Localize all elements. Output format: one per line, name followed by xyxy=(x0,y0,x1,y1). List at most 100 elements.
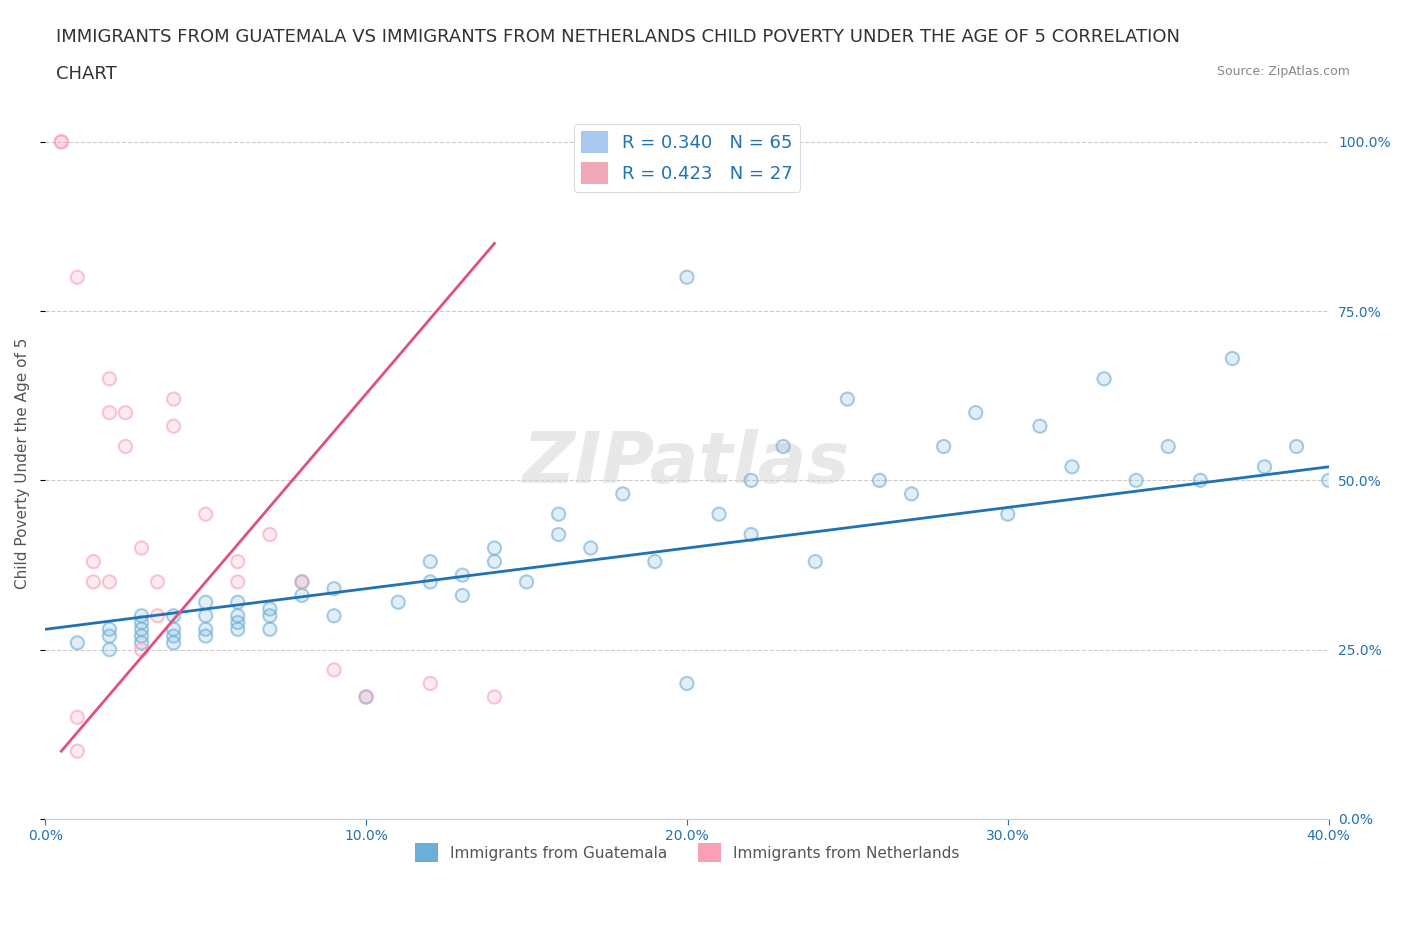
Point xyxy=(98,622,121,637)
Point xyxy=(259,608,281,623)
Point xyxy=(66,635,89,650)
Point xyxy=(932,439,955,454)
Point xyxy=(131,540,153,555)
Point xyxy=(66,270,89,285)
Point xyxy=(131,642,153,657)
Point xyxy=(869,473,891,488)
Point xyxy=(226,608,249,623)
Point xyxy=(66,635,89,650)
Point xyxy=(484,540,506,555)
Point xyxy=(162,418,184,433)
Point xyxy=(194,507,217,522)
Point xyxy=(131,615,153,630)
Point xyxy=(579,540,602,555)
Point xyxy=(419,575,441,590)
Point xyxy=(900,486,922,501)
Point xyxy=(226,615,249,630)
Point xyxy=(740,473,762,488)
Point xyxy=(1029,418,1052,433)
Point xyxy=(291,575,314,590)
Point xyxy=(162,635,184,650)
Point xyxy=(1285,439,1308,454)
Point xyxy=(66,710,89,724)
Point xyxy=(194,608,217,623)
Point xyxy=(707,507,730,522)
Point xyxy=(1285,439,1308,454)
Point xyxy=(354,689,377,704)
Point xyxy=(131,635,153,650)
Point xyxy=(932,439,955,454)
Point xyxy=(194,629,217,644)
Point xyxy=(323,581,346,596)
Point xyxy=(419,575,441,590)
Point xyxy=(259,608,281,623)
Text: CHART: CHART xyxy=(56,65,117,83)
Point xyxy=(740,473,762,488)
Point xyxy=(51,135,73,150)
Point xyxy=(131,615,153,630)
Point xyxy=(387,595,409,610)
Point xyxy=(162,608,184,623)
Point xyxy=(194,622,217,637)
Point xyxy=(1189,473,1212,488)
Point xyxy=(1253,459,1275,474)
Point xyxy=(131,540,153,555)
Point xyxy=(291,575,314,590)
Point xyxy=(419,554,441,569)
Point xyxy=(1317,473,1340,488)
Point xyxy=(259,602,281,617)
Point xyxy=(131,622,153,637)
Point xyxy=(772,439,794,454)
Point xyxy=(82,554,104,569)
Point xyxy=(131,622,153,637)
Point xyxy=(98,575,121,590)
Point xyxy=(323,608,346,623)
Point xyxy=(98,575,121,590)
Text: IMMIGRANTS FROM GUATEMALA VS IMMIGRANTS FROM NETHERLANDS CHILD POVERTY UNDER THE: IMMIGRANTS FROM GUATEMALA VS IMMIGRANTS … xyxy=(56,28,1180,46)
Point xyxy=(1060,459,1083,474)
Point xyxy=(997,507,1019,522)
Point xyxy=(354,689,377,704)
Point xyxy=(547,527,569,542)
Point xyxy=(162,622,184,637)
Point xyxy=(82,554,104,569)
Point xyxy=(804,554,827,569)
Point xyxy=(146,575,169,590)
Point xyxy=(484,689,506,704)
Point xyxy=(1060,459,1083,474)
Point xyxy=(900,486,922,501)
Text: ZIPatlas: ZIPatlas xyxy=(523,429,851,498)
Point xyxy=(114,439,136,454)
Point xyxy=(51,135,73,150)
Point xyxy=(226,575,249,590)
Point xyxy=(194,507,217,522)
Point xyxy=(804,554,827,569)
Point xyxy=(162,629,184,644)
Point xyxy=(226,608,249,623)
Point xyxy=(1222,351,1244,365)
Point xyxy=(291,575,314,590)
Point xyxy=(1125,473,1147,488)
Point xyxy=(451,588,474,603)
Point xyxy=(1317,473,1340,488)
Point xyxy=(226,554,249,569)
Point xyxy=(419,676,441,691)
Point xyxy=(226,622,249,637)
Point xyxy=(259,527,281,542)
Point xyxy=(114,405,136,420)
Point xyxy=(740,527,762,542)
Point xyxy=(131,608,153,623)
Point xyxy=(194,622,217,637)
Point xyxy=(1189,473,1212,488)
Point xyxy=(162,418,184,433)
Point xyxy=(323,662,346,677)
Point xyxy=(772,439,794,454)
Point xyxy=(66,744,89,759)
Point xyxy=(451,567,474,582)
Point xyxy=(82,575,104,590)
Text: Source: ZipAtlas.com: Source: ZipAtlas.com xyxy=(1216,65,1350,78)
Point xyxy=(579,540,602,555)
Point xyxy=(676,270,699,285)
Point xyxy=(66,744,89,759)
Point xyxy=(1157,439,1180,454)
